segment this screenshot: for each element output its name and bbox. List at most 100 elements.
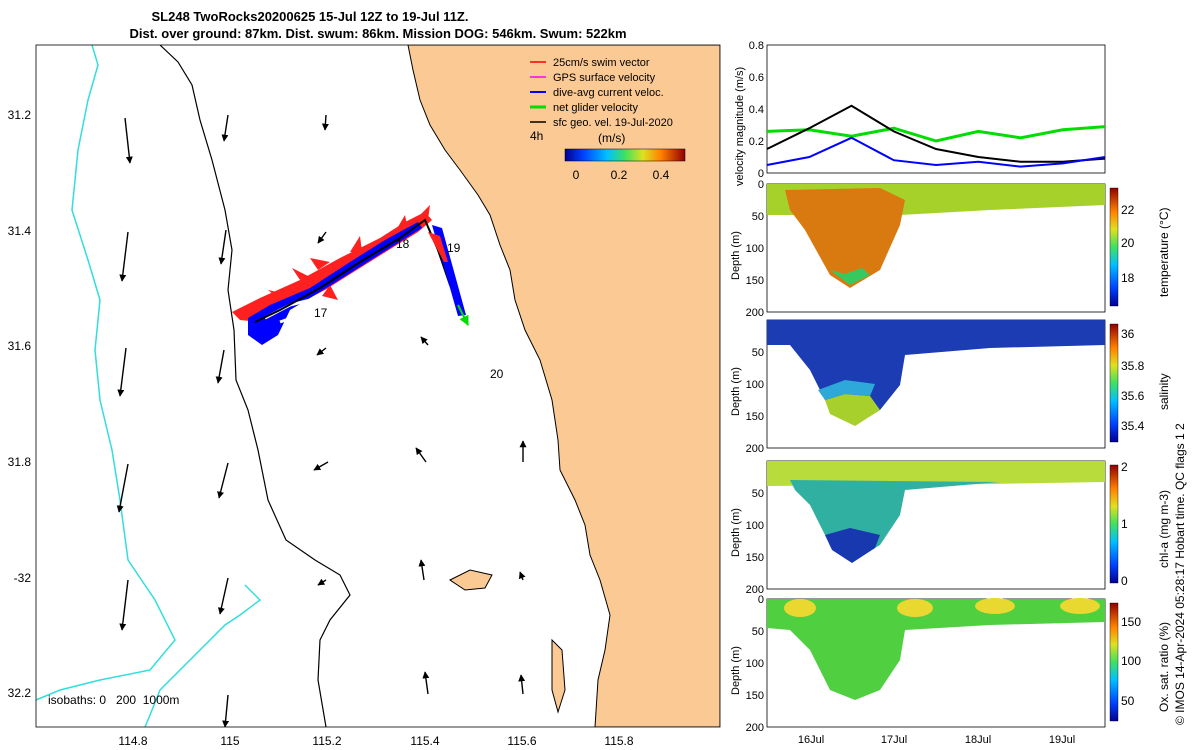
map-colorbar: [564, 148, 686, 162]
velocity-panel: 0 0.2 0.4 0.6 0.8 velocity magnitude (m/…: [734, 40, 1106, 186]
isobath-1000m-west: [36, 45, 176, 701]
colorbar-tick-1: 0.2: [611, 168, 628, 182]
legend-gps-velocity: GPS surface velocity: [553, 72, 656, 84]
sal-ctick: 35.4: [1121, 419, 1145, 433]
temp-ytick: 150: [746, 275, 764, 287]
geo-arrow: [317, 578, 327, 586]
map-panel: 17 18 19 20 isobaths: 0 200 1000m: [36, 45, 720, 727]
velocity-series: [766, 104, 1106, 168]
ox-ytick: 0: [758, 594, 764, 606]
geo-arrow: [420, 336, 429, 346]
ox-section: [767, 599, 1105, 700]
geo-velocity-arrows: [116, 114, 527, 727]
temp-section-bottom: [830, 268, 870, 285]
chl-ctick: 2: [1121, 460, 1128, 474]
map-xtick: 115.6: [507, 734, 536, 748]
map-legend: 25cm/s swim vector GPS surface velocity …: [530, 57, 686, 182]
geo-arrow: [124, 117, 133, 164]
chl-ytick: 100: [746, 520, 764, 532]
legend-swim-vector: 25cm/s swim vector: [553, 57, 650, 69]
map-xtick: 115.8: [604, 734, 633, 748]
geo-arrow: [119, 579, 129, 631]
temp-ytick: 100: [746, 243, 764, 255]
dive-avg-current: [248, 222, 422, 345]
time-xtick: 19Jul: [1049, 734, 1075, 746]
geo-arrow: [217, 577, 229, 615]
velocity-line-1: [766, 104, 1106, 163]
oxygen-panel: 0 50 100 150 200 Depth (m) 150 100 50 Ox…: [730, 594, 1171, 734]
map-ytick: -32: [14, 571, 32, 585]
geo-arrow: [518, 571, 526, 581]
ox-ctick: 100: [1121, 654, 1141, 668]
legend-dive-avg: dive-avg current veloc.: [553, 87, 664, 99]
chl-ytick: 150: [746, 552, 764, 564]
ox-colorbar-ticks: 150 100 50: [1121, 615, 1141, 708]
isobath-200m: [159, 45, 351, 727]
sal-colorbar: [1109, 323, 1119, 443]
sal-ctick: 35.8: [1121, 359, 1145, 373]
chl-ctick: 1: [1121, 517, 1128, 531]
title-line-1: SL248 TwoRocks20200625 15-Jul 12Z to 19-…: [152, 9, 469, 24]
velocity-line-2: [766, 136, 1106, 168]
ox-ytick: 150: [746, 690, 764, 702]
colorbar-tick-2: 0.4: [653, 168, 670, 182]
velocity-line-0: [766, 125, 1106, 143]
sal-colorbar-ticks: 36 35.8 35.6 35.4: [1121, 327, 1145, 433]
temp-clabel: temperature (°C): [1157, 208, 1171, 298]
scale-label-4h: 4h: [530, 129, 543, 143]
temp-ylabel: Depth (m): [730, 231, 742, 280]
day-label-18: 18: [396, 237, 410, 251]
credit-text: © IMOS 14-Apr-2024 05:28:17 Hobart time.…: [1173, 423, 1187, 725]
map-ytick: 31.6: [8, 339, 32, 353]
map-xtick: 115: [220, 734, 239, 748]
geo-arrow: [215, 349, 225, 384]
ox-high: [975, 598, 1015, 614]
temp-y-ticks: 0 50 100 150 200: [746, 179, 764, 319]
geo-arrow: [321, 114, 329, 131]
map-xtick: 115.2: [312, 734, 341, 748]
map-xtick: 115.4: [410, 734, 439, 748]
chl-colorbar: [1109, 464, 1119, 584]
ox-y-ticks: 0 50 100 150 200: [746, 594, 764, 734]
geo-arrow: [422, 671, 430, 695]
day-label-20: 20: [490, 367, 504, 381]
geo-arrow: [218, 229, 227, 265]
vel-ytick: 0.8: [749, 40, 764, 52]
chl-ytick: 200: [746, 584, 764, 596]
temp-ctick: 18: [1121, 271, 1135, 285]
colorbar-title: (m/s): [598, 131, 625, 145]
vel-ytick: 0.4: [749, 104, 764, 116]
geo-arrow: [418, 559, 426, 581]
sal-clabel: salinity: [1157, 373, 1171, 410]
ox-colorbar: [1109, 602, 1119, 722]
map-frame: [35, 44, 721, 728]
net-glider-velocity-end: [457, 304, 469, 326]
map-land: [407, 45, 720, 727]
sal-ytick: 100: [746, 379, 764, 391]
ox-highs: [784, 598, 1100, 617]
colorbar-tick-0: 0: [573, 168, 580, 182]
ox-ctick: 50: [1121, 694, 1135, 708]
garden-island: [551, 638, 566, 714]
map-xtick: 114.8: [118, 734, 147, 748]
day-label-17: 17: [314, 306, 328, 320]
geo-arrow: [221, 114, 229, 142]
ox-ytick: 200: [746, 722, 764, 734]
geo-arrow: [316, 347, 327, 356]
isobaths-label: isobaths: 0 200 1000m: [48, 693, 179, 707]
swim-vectors-return: [428, 232, 448, 262]
time-x-ticks: 16Jul 17Jul 18Jul 19Jul: [798, 734, 1075, 746]
rottnest-island: [449, 569, 493, 591]
day-label-19: 19: [447, 241, 461, 255]
chl-ytick: 50: [752, 488, 764, 500]
ox-ctick: 150: [1121, 615, 1141, 629]
geo-arrow: [116, 463, 129, 513]
time-xtick: 17Jul: [881, 734, 907, 746]
temp-ctick: 20: [1121, 236, 1135, 250]
salinity-panel: 50 100 150 200 Depth (m) 36 35.8 35.6 35…: [730, 319, 1171, 455]
velocity-ylabel: velocity magnitude (m/s): [734, 67, 746, 186]
temp-ytick: 200: [746, 307, 764, 319]
map-y-ticks: 31.2 31.4 31.6 31.8 -32 32.2: [8, 108, 32, 700]
ox-high: [1060, 598, 1100, 614]
sal-ytick: 150: [746, 411, 764, 423]
